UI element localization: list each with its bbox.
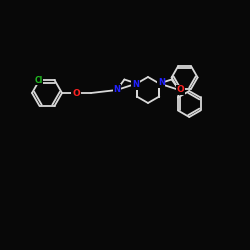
Text: O: O	[72, 88, 80, 98]
Text: N: N	[113, 84, 120, 94]
Text: N: N	[158, 78, 165, 87]
Text: N: N	[132, 80, 139, 89]
Text: Cl: Cl	[34, 76, 42, 84]
Text: O: O	[176, 86, 184, 94]
Text: N: N	[131, 79, 138, 88]
